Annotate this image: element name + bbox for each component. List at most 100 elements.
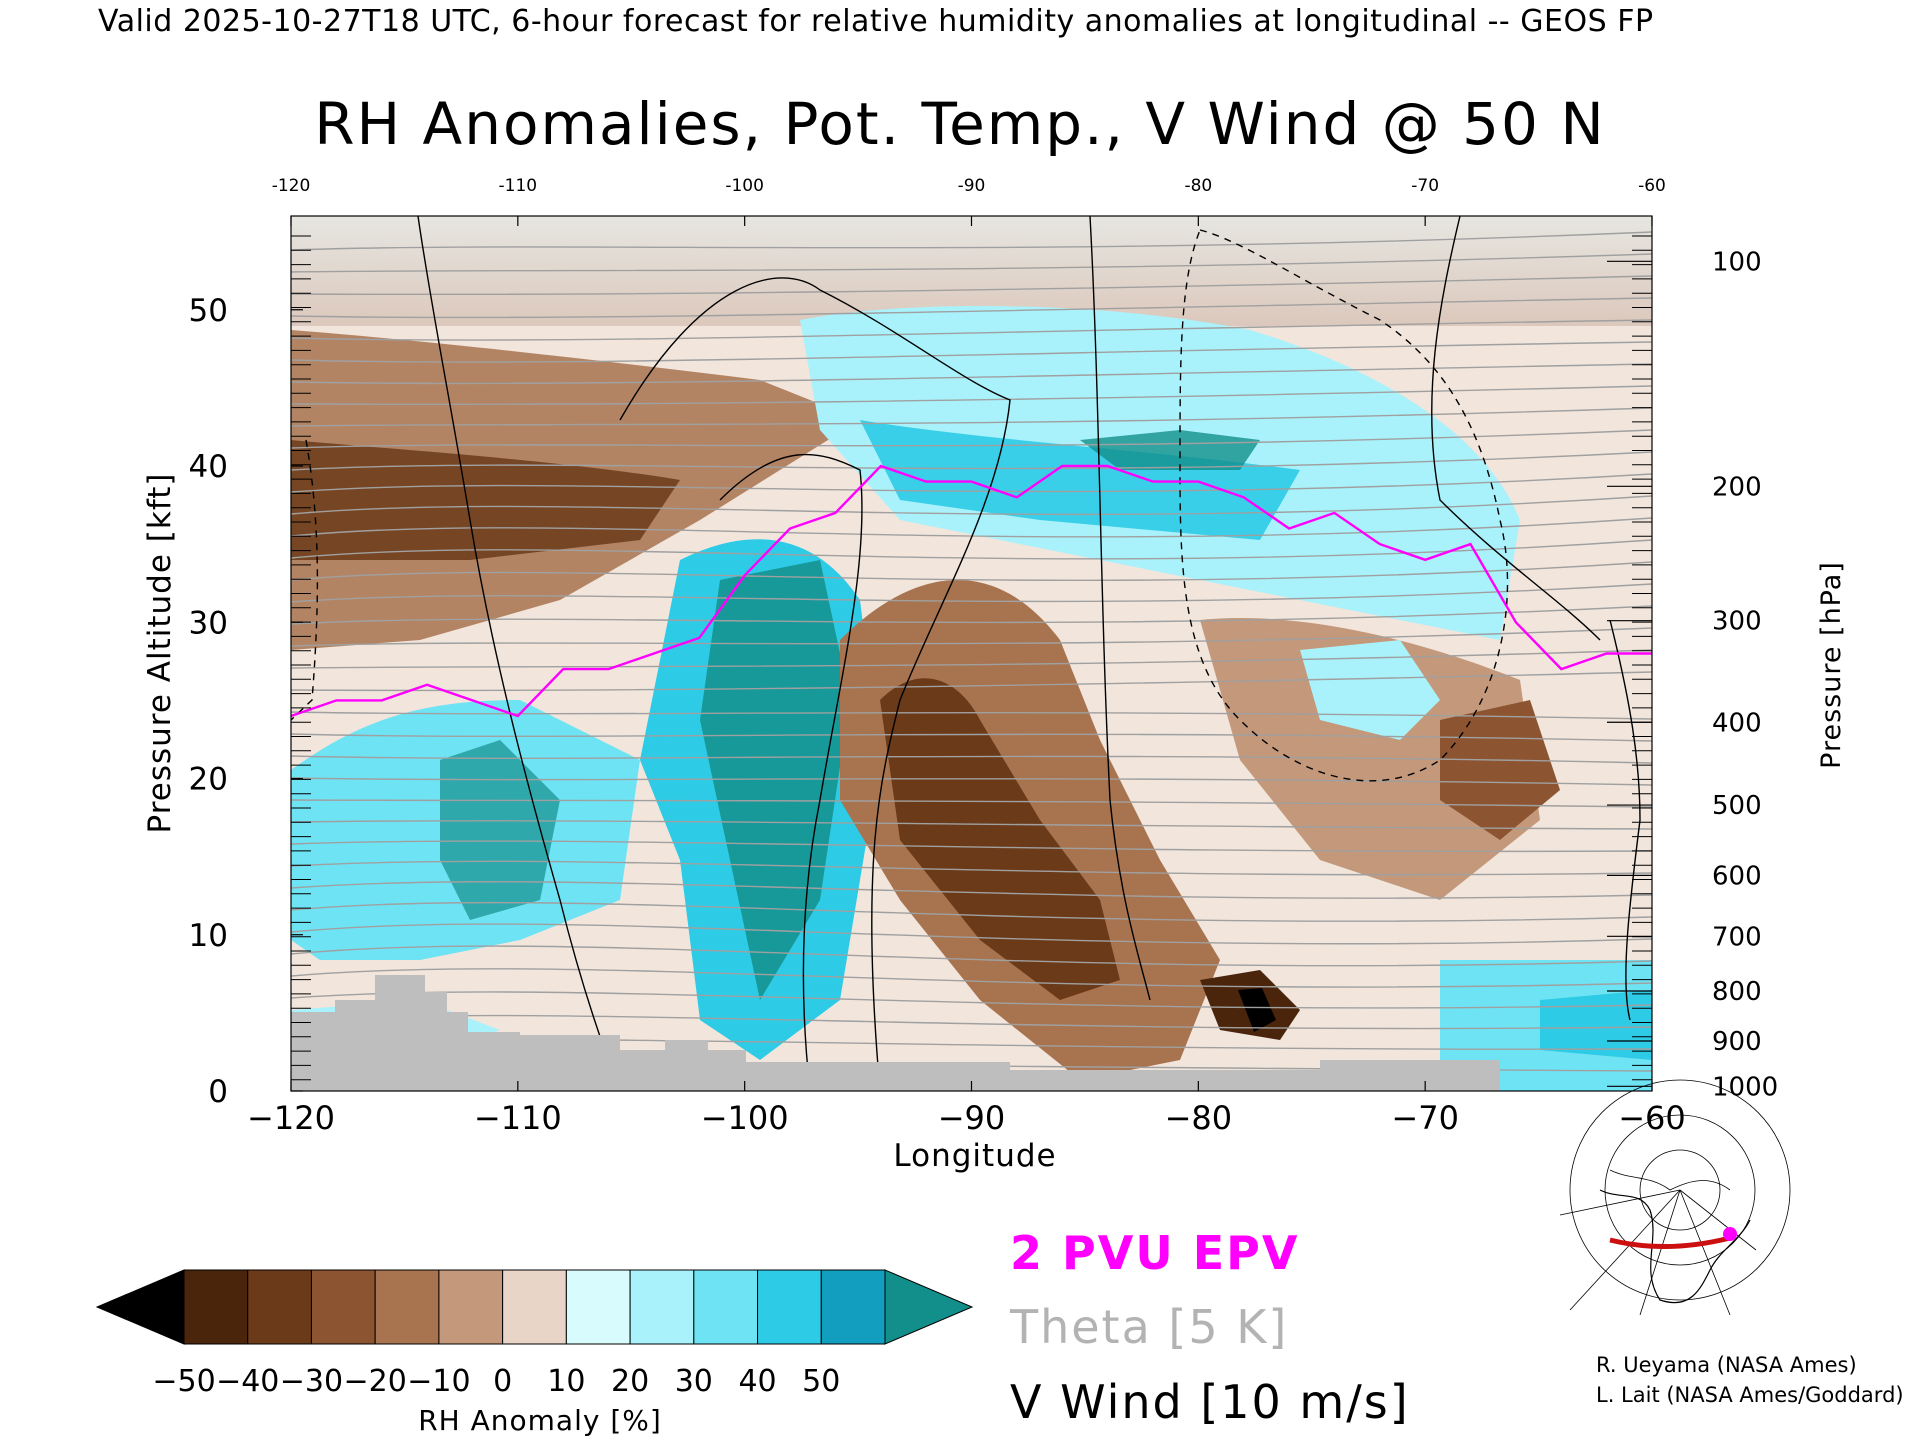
theta-isentrope bbox=[291, 407, 1652, 427]
colorbar-swatch bbox=[438, 1269, 504, 1345]
x-axis-top: -120 -110 -100 -90 -80 -70 -60 bbox=[272, 176, 1666, 226]
theta-isentrope bbox=[291, 253, 1652, 273]
x-top-tick-label: -90 bbox=[958, 176, 986, 196]
theta-isentrope bbox=[291, 840, 1652, 853]
v-wind-negative-contours bbox=[291, 229, 1509, 782]
theta-isentrope bbox=[291, 755, 1652, 764]
x-top-tick-label: -60 bbox=[1638, 176, 1666, 196]
colorbar-tick-label: −40 bbox=[216, 1364, 279, 1399]
theta-isentrope bbox=[291, 627, 1652, 647]
theta-isentrope bbox=[291, 275, 1652, 296]
colorbar-swatch bbox=[757, 1269, 822, 1345]
theta-isentrope bbox=[291, 733, 1652, 742]
x-top-tick-label: -70 bbox=[1411, 176, 1439, 196]
colorbar: −50 −40 −30 −20 −10 0 10 20 30 40 50 bbox=[95, 1269, 974, 1399]
x-tick-label: −70 bbox=[1391, 1099, 1459, 1137]
pressure-tick-label: 200 bbox=[1712, 472, 1762, 502]
theta-isentrope bbox=[291, 799, 1652, 808]
pressure-tick-label: 500 bbox=[1712, 791, 1762, 821]
theta-isentrope bbox=[291, 451, 1652, 471]
colorbar-tick-label: −30 bbox=[280, 1364, 343, 1399]
theta-isentrope bbox=[291, 561, 1652, 582]
x-tick-label: −120 bbox=[247, 1099, 335, 1137]
x-tick-label: −80 bbox=[1165, 1099, 1233, 1137]
pressure-tick-label: 100 bbox=[1712, 247, 1762, 277]
pressure-tick-label: 700 bbox=[1712, 922, 1762, 952]
colorbar-tick-label: 10 bbox=[547, 1364, 585, 1399]
x-tick-label: −90 bbox=[938, 1099, 1006, 1137]
x-axis-label: Longitude bbox=[893, 1138, 1056, 1174]
colorbar-tick-label: 20 bbox=[611, 1364, 649, 1399]
colorbar-under-arrow bbox=[95, 1269, 185, 1345]
colorbar-tick-label: −10 bbox=[407, 1364, 470, 1399]
chart-title: RH Anomalies, Pot. Temp., V Wind @ 50 N bbox=[314, 90, 1606, 158]
theta-isentrope bbox=[291, 968, 1652, 988]
colorbar-tick-label: 30 bbox=[675, 1364, 713, 1399]
theta-isentrope bbox=[291, 231, 1652, 251]
pressure-tick-label: 400 bbox=[1712, 708, 1762, 738]
theta-isentrope bbox=[291, 860, 1652, 876]
theta-isentrope bbox=[291, 297, 1652, 319]
y-axis-label: Pressure Altitude [kft] bbox=[142, 473, 178, 834]
theta-isentrope bbox=[291, 473, 1652, 493]
x-top-tick-label: -80 bbox=[1184, 176, 1212, 196]
theta-isentrope bbox=[291, 671, 1652, 692]
valid-time-header: Valid 2025-10-27T18 UTC, 6-hour forecast… bbox=[98, 4, 1654, 39]
credits: R. Ueyama (NASA Ames) L. Lait (NASA Ames… bbox=[1596, 1350, 1904, 1410]
legend-epv: 2 PVU EPV bbox=[1010, 1226, 1300, 1280]
pressure-tick-label: 600 bbox=[1712, 861, 1762, 891]
x-axis-bottom: −120 −110 −100 −90 −80 −70 −60 bbox=[247, 1081, 1686, 1137]
colorbar-swatch bbox=[565, 1269, 631, 1345]
y-tick-label: 20 bbox=[189, 762, 228, 798]
pressure-tick-label: 900 bbox=[1712, 1027, 1762, 1057]
y-tick-label: 40 bbox=[189, 449, 228, 485]
credit-line: R. Ueyama (NASA Ames) bbox=[1596, 1353, 1857, 1377]
x-top-tick-label: -100 bbox=[725, 176, 764, 196]
y-axis-right-pressure: 100 200 300 400 500 600 700 800 900 1000 bbox=[291, 235, 1778, 1102]
theta-isentrope bbox=[291, 583, 1652, 603]
colorbar-swatch bbox=[820, 1269, 886, 1345]
x-top-tick-label: -110 bbox=[499, 176, 538, 196]
colorbar-tick-label: 50 bbox=[802, 1364, 840, 1399]
colorbar-swatch bbox=[183, 1269, 249, 1345]
topography-mask bbox=[291, 975, 1500, 1091]
x-top-tick-label: -120 bbox=[272, 176, 311, 196]
v-wind-contours bbox=[417, 216, 1641, 1091]
pressure-tick-label: 800 bbox=[1712, 977, 1762, 1007]
x-tick-label: −110 bbox=[474, 1099, 562, 1137]
y-tick-label: 0 bbox=[208, 1074, 228, 1110]
colorbar-swatch bbox=[310, 1269, 376, 1345]
theta-isentrope bbox=[291, 385, 1652, 406]
series-2-pvu-epv-line bbox=[291, 464, 1652, 718]
colorbar-label: RH Anomaly [%] bbox=[418, 1404, 662, 1437]
colorbar-swatch bbox=[247, 1269, 312, 1345]
colorbar-swatch bbox=[502, 1269, 567, 1345]
credit-line: L. Lait (NASA Ames/Goddard) bbox=[1596, 1383, 1904, 1407]
theta-isentrope bbox=[291, 539, 1652, 560]
colorbar-tick-label: −50 bbox=[152, 1364, 215, 1399]
theta-isentrope bbox=[291, 881, 1652, 899]
y-tick-label: 50 bbox=[189, 293, 228, 329]
theta-isentrope bbox=[291, 429, 1652, 449]
y-tick-label: 30 bbox=[189, 605, 228, 641]
colorbar-swatch bbox=[629, 1269, 695, 1345]
y2-axis-label: Pressure [hPa] bbox=[1816, 561, 1847, 769]
colorbar-over-arrow bbox=[884, 1269, 974, 1345]
theta-isentrope bbox=[291, 923, 1652, 945]
colorbar-tick-label: 0 bbox=[493, 1364, 512, 1399]
x-tick-label: −60 bbox=[1618, 1099, 1686, 1137]
colorbar-swatch bbox=[374, 1269, 440, 1345]
theta-isentrope bbox=[291, 605, 1652, 625]
legend-theta: Theta [5 K] bbox=[1010, 1300, 1289, 1354]
pressure-tick-label: 1000 bbox=[1712, 1072, 1778, 1102]
location-map-inset bbox=[1556, 1079, 1791, 1316]
y-tick-label: 10 bbox=[189, 918, 228, 954]
theta-isentrope bbox=[291, 517, 1652, 538]
colorbar-swatch bbox=[693, 1269, 759, 1345]
theta-isentrope bbox=[291, 820, 1652, 830]
theta-isentrope bbox=[291, 363, 1652, 385]
legend-vwind: V Wind [10 m/s] bbox=[1010, 1375, 1410, 1429]
y-axis-left: 0 10 20 30 40 50 bbox=[189, 293, 303, 1110]
colorbar-tick-label: −20 bbox=[344, 1364, 407, 1399]
